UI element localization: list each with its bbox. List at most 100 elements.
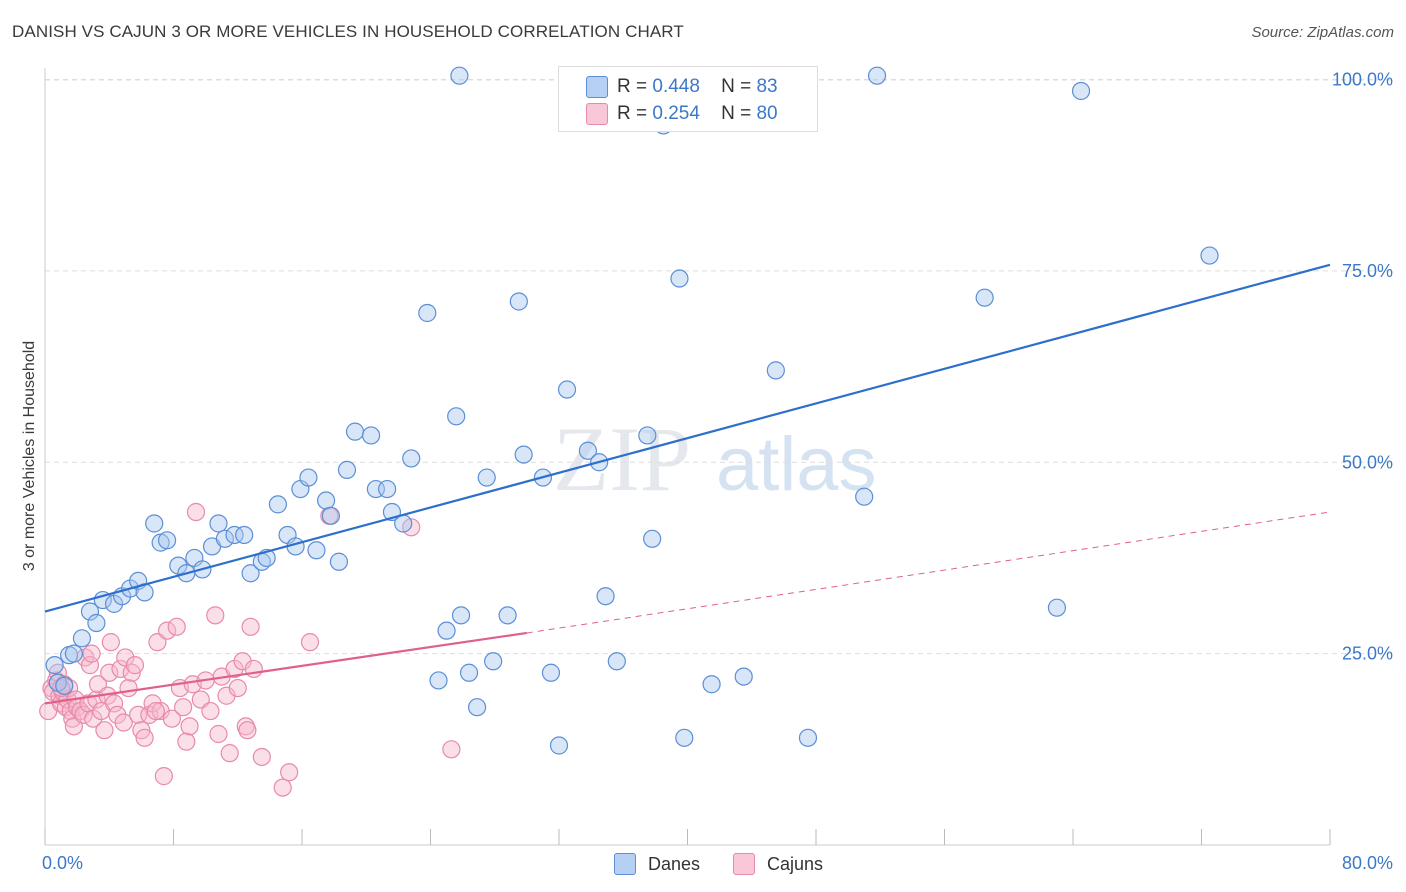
data-point-cajuns [206,606,225,625]
bottom-legend-label-danes: Danes [648,853,701,874]
data-point-danes [209,514,228,533]
data-point-danes [337,460,357,480]
data-point-danes [55,676,74,695]
data-point-cajuns [244,659,263,679]
data-point-cajuns [167,617,186,636]
legend-danes-n-label: N = [721,76,752,97]
legend-danes-n-value: 83 [756,76,778,97]
data-point-danes [675,728,694,747]
data-point-cajuns [111,659,130,679]
data-point-danes [437,621,456,640]
data-point-cajuns [74,705,93,724]
data-point-cajuns [180,717,199,736]
data-point-danes [578,441,598,460]
data-point-danes [157,531,177,550]
chart-title: DANISH VS CAJUN 3 OR MORE VEHICLES IN HO… [12,22,684,41]
series-cajuns [39,502,461,797]
data-point-cajuns [228,678,247,698]
y-tick-label: 100.0% [1332,70,1393,90]
data-point-danes [467,698,487,717]
data-point-cajuns [177,732,196,751]
legend-swatch-danes [586,76,608,98]
data-point-cajuns [101,633,120,652]
data-point-cajuns [209,724,228,744]
data-point-danes [596,587,615,606]
data-point-danes [643,529,662,548]
data-point-danes [498,606,517,625]
legend-danes-r-label: R = [617,76,648,97]
data-point-cajuns [95,721,114,740]
data-point-cajuns [116,648,135,667]
data-point-cajuns [273,778,292,797]
data-point-danes [638,426,657,445]
data-point-cajuns [201,701,220,721]
legend-row-danes: R = 0.448 N = 83 [617,74,778,100]
data-point-cajuns [300,633,320,652]
data-point-danes [477,468,496,487]
data-point-danes [45,656,64,675]
data-point-danes [145,514,164,533]
data-point-cajuns [442,740,461,759]
data-point-cajuns [157,621,177,640]
legend-row-cajuns: R = 0.254 N = 80 [617,101,778,127]
data-point-danes [235,525,254,545]
data-point-danes [557,380,577,399]
data-point-danes [514,445,533,464]
data-point-danes [241,564,260,583]
watermark-zip: ZIP [553,408,691,510]
data-point-cajuns [238,721,257,740]
data-point-cajuns [82,644,101,663]
data-point-danes [72,629,92,648]
data-point-cajuns [241,617,260,636]
bottom-legend-label-cajuns: Cajuns [767,853,824,874]
bottom-legend-danes: Danes [614,852,700,876]
data-point-danes [215,529,234,548]
data-point-danes [702,675,721,694]
data-point-cajuns [80,656,100,675]
data-point-danes [549,736,569,755]
data-point-danes [87,613,106,633]
data-point-danes [316,491,336,510]
data-point-cajuns [252,747,271,767]
data-point-danes [225,525,244,545]
y-tick-label: 50.0% [1342,452,1393,472]
data-point-danes [867,66,887,85]
y-tick-label: 25.0% [1342,644,1393,664]
bottom-legend-swatch-cajuns [733,853,755,875]
data-point-danes [321,506,341,525]
data-point-danes [447,407,466,426]
bottom-legend-cajuns: Cajuns [733,852,823,876]
data-point-danes [1047,598,1067,617]
data-point-cajuns [104,694,124,713]
data-point-danes [64,644,84,663]
watermark-atlas: atlas [716,422,877,507]
data-point-danes [766,361,785,380]
data-point-danes [798,728,818,747]
data-point-cajuns [119,678,138,698]
x-tick-label-min: 0.0% [42,853,83,873]
data-point-danes [80,602,100,621]
data-point-danes [607,652,626,671]
data-point-cajuns [114,713,133,732]
data-point-cajuns [51,678,71,698]
legend-cajuns-n-label: N = [721,103,752,124]
legend-cajuns-r-value: 0.254 [652,103,700,124]
data-point-danes [734,667,753,686]
series-danes [45,66,1219,755]
data-point-danes [1071,81,1091,101]
data-point-cajuns [186,502,206,522]
data-point-danes [975,288,994,307]
trend-line-danes [44,263,1331,613]
legend-cajuns-n-value: 80 [756,103,778,124]
legend-cajuns-r-label: R = [617,103,648,124]
data-point-danes [378,479,397,499]
data-point-cajuns [146,701,165,721]
data-point-cajuns [162,709,181,728]
bottom-legend-swatch-danes [614,853,636,875]
data-point-danes [450,66,469,85]
watermark: ZIP atlas [553,408,877,510]
tick-labels: 25.0% 50.0% 75.0% 100.0% 0.0% 80.0% [42,70,1393,874]
data-point-danes [307,541,326,560]
data-point-danes [299,468,318,487]
data-point-cajuns [154,767,173,786]
